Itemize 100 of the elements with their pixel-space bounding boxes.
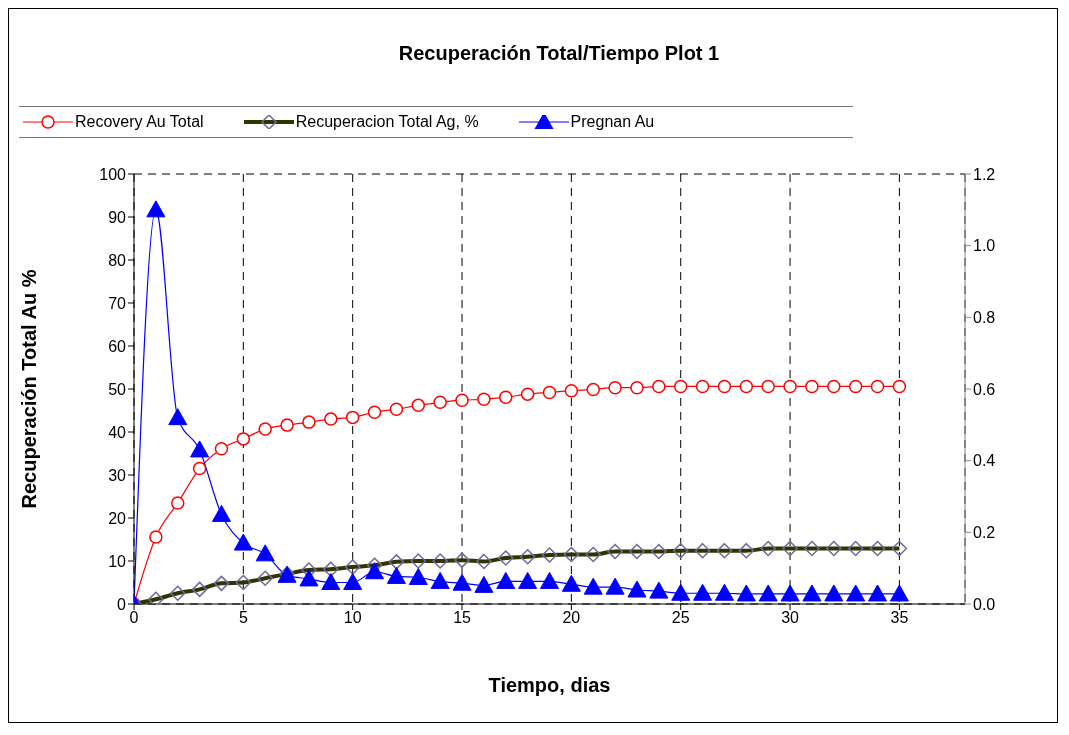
y-tick-label: 70 [108, 294, 127, 312]
point [214, 442, 229, 456]
point [345, 410, 360, 425]
point [168, 408, 188, 426]
x-tick-label: 10 [343, 609, 362, 627]
point [520, 387, 535, 401]
point [255, 544, 275, 562]
y2-tick-label: 0.4 [973, 452, 996, 470]
point [868, 584, 888, 602]
legend-label: Recovery Au Total [75, 113, 204, 131]
point [408, 567, 428, 585]
point [583, 577, 603, 595]
point [542, 385, 557, 400]
point [714, 583, 734, 601]
y-tick-label: 20 [108, 509, 127, 527]
point [518, 571, 538, 589]
point [561, 574, 581, 592]
y2-tick-label: 0.8 [973, 309, 996, 327]
y-tick-label: 50 [108, 380, 127, 398]
point [736, 584, 756, 602]
point [605, 577, 625, 595]
point [386, 566, 406, 584]
point [630, 380, 644, 395]
y2-tick-label: 1.2 [973, 165, 996, 183]
point [190, 440, 210, 458]
point [846, 584, 866, 602]
y2-tick-label: 1.0 [973, 237, 996, 255]
point [455, 393, 469, 407]
point [477, 392, 491, 407]
point [717, 379, 732, 394]
point [586, 382, 600, 397]
point [302, 415, 316, 429]
point [564, 383, 579, 398]
x-tick-label: 25 [671, 609, 690, 627]
point [233, 533, 253, 551]
point [192, 461, 207, 476]
y-axis-title: Recuperación Total Au % [18, 269, 41, 509]
point [367, 405, 382, 419]
point [258, 422, 272, 436]
y-tick-label: 0 [117, 595, 127, 613]
x-tick-label: 5 [238, 609, 248, 627]
x-tick-label: 0 [129, 609, 139, 627]
point [474, 575, 494, 593]
point [627, 580, 647, 598]
point [824, 584, 844, 602]
y2-tick-label: 0.0 [973, 595, 996, 613]
point [430, 571, 450, 589]
y-tick-label: 80 [108, 251, 127, 269]
point [827, 379, 841, 394]
point [739, 379, 754, 394]
point [149, 530, 163, 544]
point [321, 573, 341, 590]
y-tick-label: 60 [108, 337, 127, 355]
point [761, 379, 775, 394]
point [780, 584, 800, 602]
y-tick-label: 90 [108, 208, 127, 226]
y2-tick-label: 0.2 [973, 524, 996, 542]
point [452, 573, 472, 591]
point [608, 380, 622, 395]
point [673, 379, 688, 394]
point [411, 398, 426, 413]
x-tick-label: 15 [453, 609, 472, 627]
point [649, 581, 669, 599]
point [783, 379, 797, 394]
point [693, 583, 713, 601]
y-tick-label: 40 [108, 423, 127, 441]
point [211, 504, 231, 522]
point [146, 200, 166, 218]
point [671, 583, 691, 601]
x-tick-label: 20 [562, 609, 581, 627]
point [236, 432, 251, 446]
point [695, 379, 710, 394]
x-tick-label: 35 [890, 609, 909, 627]
point [496, 571, 516, 589]
y-tick-label: 100 [99, 165, 127, 183]
point [652, 379, 666, 394]
point [758, 584, 778, 602]
point [280, 418, 294, 432]
point [324, 412, 338, 426]
chart-title: Recuperación Total/Tiempo Plot 1 [397, 42, 721, 65]
point [802, 584, 822, 602]
legend-label: Recuperacion Total Ag, % [295, 113, 479, 131]
point [389, 402, 404, 416]
point [433, 395, 447, 410]
point [870, 379, 885, 394]
point [343, 573, 363, 590]
point [889, 584, 909, 602]
point [499, 390, 513, 404]
x-axis-title: Tiempo, dias [488, 674, 611, 696]
point [540, 571, 559, 589]
point [805, 379, 819, 394]
point [299, 569, 319, 587]
point [848, 379, 863, 394]
point [892, 379, 907, 394]
y-tick-label: 10 [108, 552, 127, 570]
x-tick-label: 30 [781, 609, 800, 627]
legend-label: Pregnan Au [570, 113, 655, 131]
y2-tick-label: 0.6 [973, 380, 996, 398]
point [365, 562, 385, 580]
y-tick-label: 30 [108, 466, 127, 484]
